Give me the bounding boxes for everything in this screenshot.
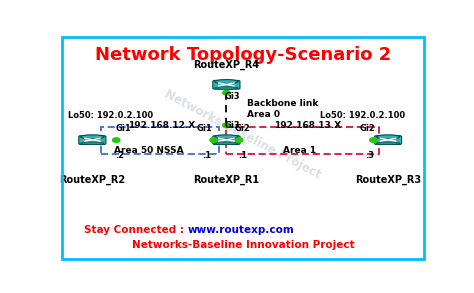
Text: Area 50 NSSA: Area 50 NSSA [114,146,184,155]
FancyBboxPatch shape [213,80,240,89]
FancyBboxPatch shape [374,136,401,144]
Circle shape [210,138,217,142]
Ellipse shape [376,142,400,144]
Circle shape [236,138,243,142]
Ellipse shape [215,87,238,89]
Text: RouteXP_R1: RouteXP_R1 [193,174,259,185]
Text: .3: .3 [365,151,374,160]
FancyBboxPatch shape [79,136,106,144]
Ellipse shape [81,142,104,144]
Ellipse shape [81,135,104,139]
Circle shape [223,91,230,95]
Text: Backbone link
Area 0: Backbone link Area 0 [246,99,318,119]
Text: Gi1: Gi1 [197,124,212,133]
Ellipse shape [215,142,238,144]
Text: 192.168.12.X: 192.168.12.X [128,121,196,130]
Text: Gi1: Gi1 [116,124,131,133]
Text: Networks-Baseline Innovation Project: Networks-Baseline Innovation Project [132,240,354,250]
Text: Area 1: Area 1 [283,146,317,155]
FancyBboxPatch shape [213,136,240,144]
Ellipse shape [215,135,238,139]
Text: 192.168.13.X: 192.168.13.X [273,121,341,130]
Text: RouteXP_R2: RouteXP_R2 [59,174,126,185]
Text: Stay Connected :: Stay Connected : [84,225,188,235]
Text: www.routexp.com: www.routexp.com [188,225,294,235]
Ellipse shape [376,135,400,139]
Text: Lo50: 192.0.2.100: Lo50: 192.0.2.100 [320,111,405,120]
Text: Gi2: Gi2 [360,124,376,133]
Circle shape [223,123,230,128]
Ellipse shape [215,80,238,84]
Text: Network Topology-Scenario 2: Network Topology-Scenario 2 [95,47,391,64]
Text: RouteXP_R4: RouteXP_R4 [193,59,259,70]
Text: .1: .1 [238,151,247,160]
Text: Gi3: Gi3 [225,92,240,101]
Circle shape [112,138,120,142]
Text: Networks-Baseline Project: Networks-Baseline Project [162,88,324,181]
Circle shape [370,138,377,142]
Text: RouteXP_R3: RouteXP_R3 [355,174,421,185]
Text: .1: .1 [201,151,211,160]
Text: .2: .2 [115,151,125,160]
Text: Gi2: Gi2 [235,124,251,133]
Text: Lo50: 192.0.2.100: Lo50: 192.0.2.100 [68,111,154,120]
Text: Gi3: Gi3 [225,121,240,130]
